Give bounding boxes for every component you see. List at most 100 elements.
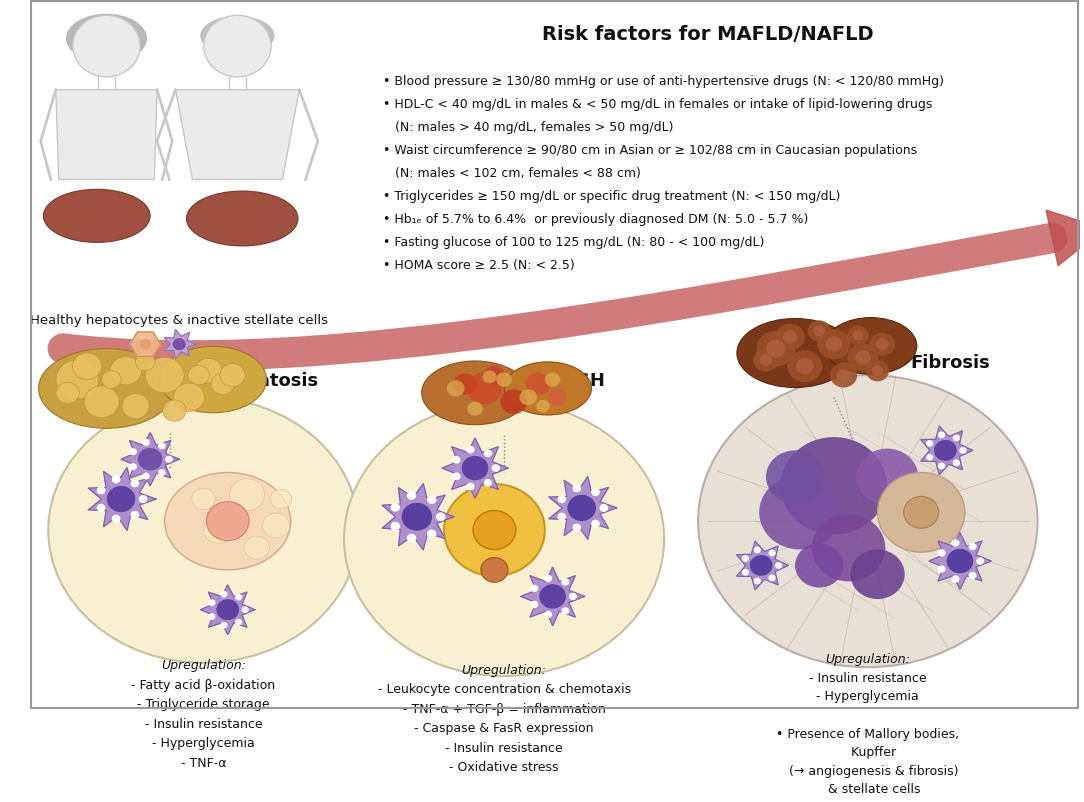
- Circle shape: [770, 576, 775, 581]
- Circle shape: [235, 620, 242, 625]
- Circle shape: [492, 465, 500, 472]
- Circle shape: [573, 525, 580, 531]
- Text: Steatosis: Steatosis: [224, 371, 319, 389]
- Circle shape: [547, 389, 567, 407]
- Text: • Blood pressure ≥ 130/80 mmHg or use of anti-hypertensive drugs (N: < 120/80 mm: • Blood pressure ≥ 130/80 mmHg or use of…: [383, 75, 944, 88]
- Circle shape: [262, 513, 289, 538]
- Polygon shape: [442, 439, 508, 499]
- Circle shape: [408, 535, 415, 542]
- Circle shape: [766, 340, 786, 358]
- Circle shape: [939, 464, 944, 469]
- Text: (→ collagen deposition & ECM production): (→ collagen deposition & ECM production): [731, 801, 1005, 802]
- Circle shape: [526, 373, 551, 396]
- Text: - Oxidative stress: - Oxidative stress: [450, 760, 559, 773]
- Circle shape: [878, 473, 965, 553]
- Circle shape: [545, 612, 552, 618]
- Circle shape: [531, 602, 538, 608]
- Text: • Fasting glucose of 100 to 125 mg/dL (N: 80 - < 100 mg/dL): • Fasting glucose of 100 to 125 mg/dL (N…: [383, 236, 764, 249]
- Text: (→ angiogenesis & fibrosis): (→ angiogenesis & fibrosis): [777, 764, 958, 776]
- Circle shape: [770, 551, 775, 556]
- Circle shape: [391, 504, 399, 512]
- Circle shape: [853, 331, 864, 341]
- Circle shape: [159, 444, 165, 449]
- Circle shape: [780, 438, 887, 535]
- Circle shape: [826, 337, 842, 352]
- Polygon shape: [1046, 211, 1084, 266]
- Circle shape: [143, 440, 149, 446]
- Circle shape: [467, 373, 502, 405]
- Circle shape: [787, 351, 823, 383]
- Circle shape: [481, 557, 508, 582]
- Circle shape: [500, 390, 528, 415]
- Circle shape: [173, 339, 185, 350]
- Circle shape: [813, 326, 825, 337]
- Circle shape: [428, 496, 436, 504]
- Text: • Triglycerides ≥ 150 mg/dL or specific drug treatment (N: < 150 mg/dL): • Triglycerides ≥ 150 mg/dL or specific …: [383, 190, 840, 203]
- Circle shape: [195, 358, 222, 383]
- Circle shape: [531, 585, 538, 592]
- Text: (N: males > 40 mg/dL, females > 50 mg/dL): (N: males > 40 mg/dL, females > 50 mg/dL…: [383, 121, 673, 134]
- Polygon shape: [130, 333, 160, 357]
- Text: • HOMA score ≥ 2.5 (N: < 2.5): • HOMA score ≥ 2.5 (N: < 2.5): [383, 259, 575, 272]
- Text: - TNF-α + TGF-β = inflammation: - TNF-α + TGF-β = inflammation: [402, 702, 606, 715]
- Circle shape: [243, 607, 248, 613]
- Circle shape: [454, 374, 477, 395]
- Circle shape: [159, 470, 165, 476]
- Circle shape: [131, 512, 139, 518]
- Circle shape: [437, 513, 444, 520]
- Circle shape: [192, 489, 215, 510]
- Circle shape: [463, 457, 488, 480]
- Text: • Waist circumference ≥ 90/80 cm in Asian or ≥ 102/88 cm in Caucasian population: • Waist circumference ≥ 90/80 cm in Asia…: [383, 144, 917, 157]
- Text: • Hb₁ₑ⁣ of 5.7% to 6.4%  or previously diagnosed DM (N: 5.0 - 5.7 %): • Hb₁ₑ⁣ of 5.7% to 6.4% or previously di…: [383, 213, 809, 226]
- Ellipse shape: [737, 319, 853, 388]
- Polygon shape: [176, 91, 299, 180]
- Circle shape: [140, 339, 151, 350]
- Circle shape: [850, 550, 905, 599]
- Circle shape: [244, 537, 270, 560]
- Circle shape: [954, 460, 959, 466]
- Circle shape: [145, 358, 184, 393]
- Text: Kupffer: Kupffer: [839, 745, 896, 758]
- Circle shape: [537, 400, 550, 413]
- Circle shape: [753, 349, 778, 372]
- Ellipse shape: [159, 347, 267, 413]
- Circle shape: [977, 558, 983, 565]
- Circle shape: [107, 487, 134, 512]
- Circle shape: [209, 601, 215, 606]
- Circle shape: [206, 502, 249, 541]
- Circle shape: [56, 361, 99, 399]
- Ellipse shape: [186, 192, 298, 247]
- Circle shape: [960, 448, 966, 453]
- Circle shape: [562, 579, 568, 585]
- Circle shape: [939, 550, 945, 557]
- Text: - TNF-α: - TNF-α: [181, 755, 227, 769]
- Circle shape: [766, 451, 824, 504]
- Circle shape: [872, 366, 883, 377]
- Circle shape: [750, 556, 772, 576]
- Ellipse shape: [39, 349, 175, 429]
- Circle shape: [569, 593, 577, 600]
- Text: - Hyperglycemia: - Hyperglycemia: [816, 690, 919, 703]
- Circle shape: [98, 505, 105, 512]
- Circle shape: [143, 474, 149, 480]
- Text: & stellate cells: & stellate cells: [815, 782, 920, 796]
- Circle shape: [817, 330, 850, 360]
- Polygon shape: [921, 427, 972, 475]
- Circle shape: [519, 390, 537, 406]
- Text: • HDL-C < 40 mg/dL in males & < 50 mg/dL in females or intake of lipid-lowering : • HDL-C < 40 mg/dL in males & < 50 mg/dL…: [383, 98, 932, 111]
- Circle shape: [856, 449, 918, 505]
- Circle shape: [952, 541, 958, 546]
- Circle shape: [166, 457, 172, 463]
- Circle shape: [173, 383, 205, 412]
- Text: Upregulation:: Upregulation:: [162, 658, 246, 671]
- Polygon shape: [929, 533, 991, 589]
- Text: - Triglyceride storage: - Triglyceride storage: [138, 698, 270, 711]
- Circle shape: [573, 485, 580, 492]
- Text: Fibrosis: Fibrosis: [911, 354, 990, 371]
- Text: Upregulation:: Upregulation:: [462, 663, 546, 676]
- Ellipse shape: [825, 318, 917, 375]
- Text: - Caspase & FasR expression: - Caspase & FasR expression: [414, 721, 594, 735]
- Circle shape: [848, 344, 878, 372]
- Text: Healthy hepatocytes & inactive stellate cells: Healthy hepatocytes & inactive stellate …: [30, 314, 328, 326]
- Text: - Hyperglycemia: - Hyperglycemia: [152, 736, 255, 749]
